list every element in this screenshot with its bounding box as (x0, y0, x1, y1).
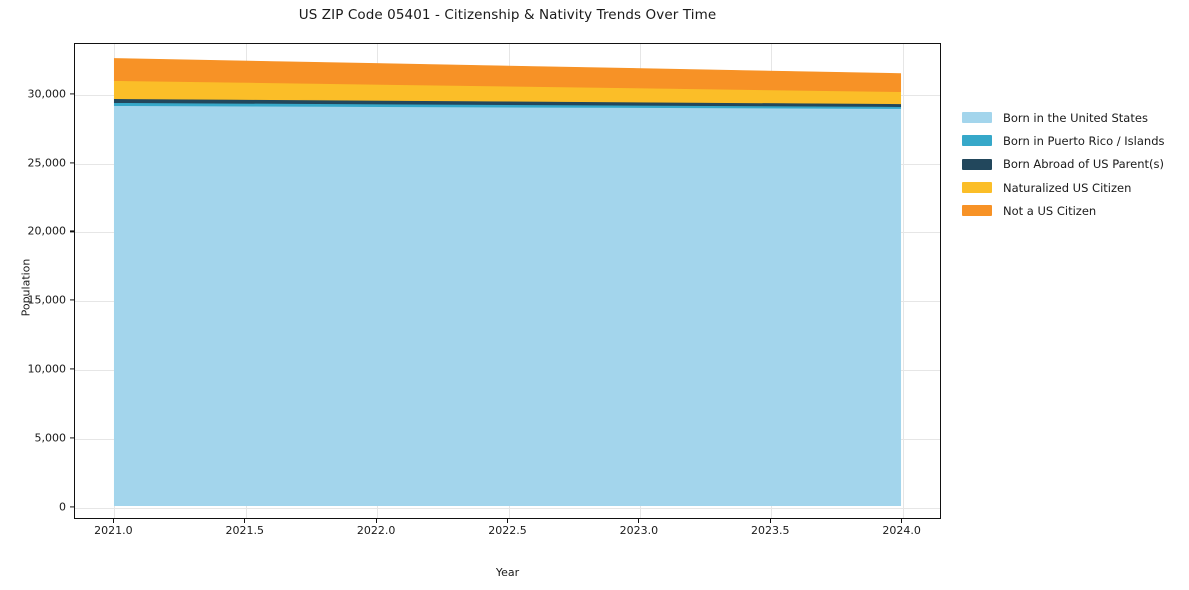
x-axis-tick-label: 2021.0 (94, 524, 133, 537)
legend-swatch-icon (962, 182, 992, 194)
area-band (113, 58, 902, 93)
y-axis-tick-mark (70, 162, 74, 164)
x-axis-tick-label: 2021.5 (225, 524, 265, 537)
x-axis-title: Year (495, 566, 520, 579)
y-axis-tick-label: 10,000 (27, 362, 67, 376)
y-axis-tick-mark (70, 299, 74, 301)
x-axis-tick-mark (638, 519, 640, 523)
x-axis-tick-mark (769, 519, 771, 523)
legend-item[interactable]: Born in the United States (962, 106, 1184, 129)
x-axis-tick-label: 2023.0 (619, 524, 659, 537)
y-axis-tick-mark (70, 368, 74, 370)
y-axis-tick-mark (70, 506, 74, 508)
legend-item-label: Not a US Citizen (1003, 203, 1097, 218)
x-axis-tick-label: 2023.5 (750, 524, 790, 537)
y-axis-tick-label: 25,000 (27, 156, 67, 170)
y-axis-tick-label: 20,000 (27, 224, 67, 238)
legend-item[interactable]: Naturalized US Citizen (962, 176, 1184, 199)
legend-item-label: Born in Puerto Rico / Islands (1003, 133, 1165, 148)
legend-item[interactable]: Not a US Citizen (962, 199, 1184, 222)
y-axis-tick-label: 0 (59, 500, 66, 514)
y-axis-tick-label: 5,000 (34, 431, 67, 445)
y-axis-tick-mark (70, 93, 74, 95)
legend-item[interactable]: Born in Puerto Rico / Islands (962, 129, 1184, 152)
y-axis-title: Population (19, 258, 33, 317)
y-axis-tick-label: 15,000 (27, 293, 67, 307)
legend-item-label: Naturalized US Citizen (1003, 180, 1132, 195)
x-axis-tick-label: 2024.0 (882, 524, 921, 537)
x-axis-tick-mark (244, 519, 246, 523)
x-axis-tick-label: 2022.5 (488, 524, 527, 537)
x-axis-tick-mark (900, 519, 903, 523)
legend-swatch-icon (962, 112, 992, 124)
chart-legend: Born in the United States Born in Puerto … (962, 106, 1184, 222)
gridline-vertical (902, 44, 904, 518)
legend-item-label: Born Abroad of US Parent(s) (1003, 157, 1164, 172)
y-axis-tick-label: 30,000 (27, 87, 67, 101)
legend-item-label: Born in the United States (1003, 110, 1148, 125)
y-axis-tick-mark (70, 437, 74, 439)
legend-swatch-icon (962, 135, 992, 147)
area-band (113, 105, 902, 507)
y-axis-tick-mark (70, 230, 74, 233)
legend-item[interactable]: Born Abroad of US Parent(s) (962, 153, 1184, 176)
legend-swatch-icon (962, 158, 992, 170)
gridline-horizontal (75, 507, 940, 509)
x-axis-tick-mark (506, 519, 509, 523)
legend-swatch-icon (962, 205, 992, 217)
x-axis-tick-label: 2022.0 (356, 524, 396, 537)
plot-area (74, 43, 941, 519)
stacked-area-series (113, 58, 902, 507)
x-axis-tick-mark (375, 519, 377, 523)
x-axis-tick-mark (112, 519, 114, 523)
chart-title: US ZIP Code 05401 - Citizenship & Nativi… (298, 7, 717, 23)
